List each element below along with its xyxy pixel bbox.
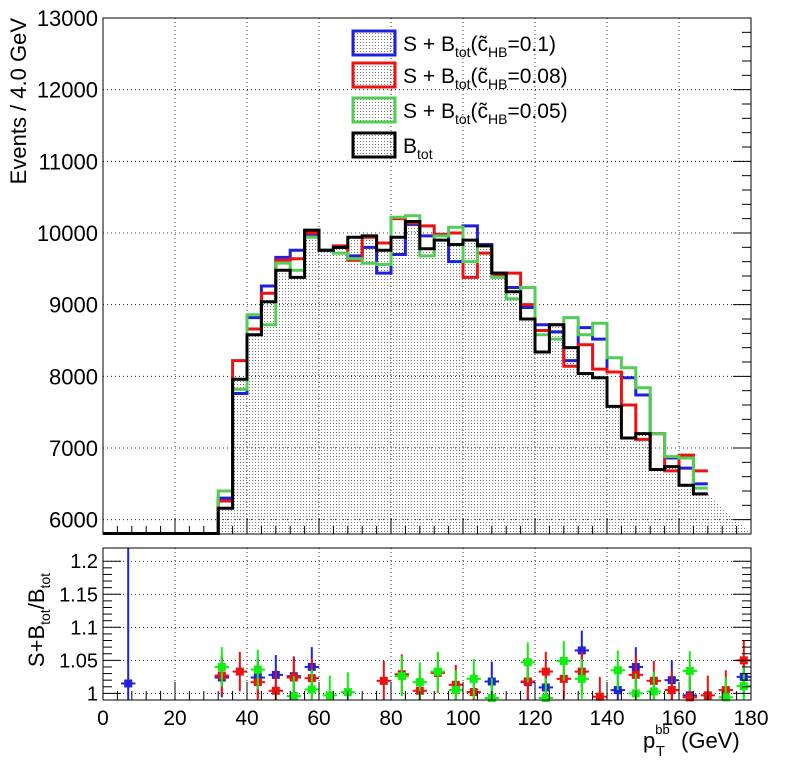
data-point	[595, 692, 604, 701]
data-point	[559, 657, 568, 666]
legend-entry-2: S + Btot(c̃HB=0.05)	[403, 100, 568, 127]
data-point	[379, 676, 388, 685]
data-point	[271, 686, 280, 695]
data-point	[685, 693, 694, 702]
y-tick-label: 1.05	[59, 650, 98, 672]
data-point	[124, 679, 133, 688]
y-tick-label: 11000	[38, 149, 98, 174]
x-tick-label: 120	[517, 707, 552, 730]
legend-entry-3: Btot	[403, 135, 433, 162]
grid-lines	[103, 548, 751, 700]
y-tick-label: 12000	[37, 78, 98, 103]
x-tick-label: 40	[235, 707, 258, 730]
data-point	[667, 686, 676, 695]
data-point	[685, 666, 694, 675]
legend-entry-1: S + Btot(c̃HB=0.08)	[403, 65, 568, 92]
x-tick-label: 60	[307, 707, 330, 730]
legend-entry-0: S + Btot(c̃HB=0.1)	[403, 33, 556, 60]
y-axis-label: Events / 4.0 GeV	[6, 18, 31, 185]
btot-fill	[103, 221, 751, 535]
x-tick-label: 180	[733, 707, 768, 730]
data-point	[577, 646, 586, 655]
data-point	[253, 665, 262, 674]
x-tick-label: 140	[589, 707, 624, 730]
data-point	[577, 674, 586, 683]
data-point	[433, 667, 442, 676]
data-point	[397, 672, 406, 681]
y-tick-label: 8000	[49, 364, 98, 389]
data-point	[289, 692, 298, 701]
x-axis-label: pbb T (GeV)	[643, 722, 740, 760]
legend-swatch-3	[351, 131, 397, 159]
data-point	[523, 658, 532, 667]
data-point	[541, 667, 550, 676]
x-tick-label: 20	[163, 707, 186, 730]
y-tick-label: 1	[87, 683, 98, 705]
data-point	[739, 682, 748, 691]
y-tick-label: 10000	[37, 221, 98, 246]
x-tick-label: 0	[97, 707, 109, 730]
legend-swatch-2	[351, 96, 397, 124]
data-point	[451, 686, 460, 695]
y-axis: 6000 7000 8000 9000 10000 11000 12000 13000	[37, 6, 751, 535]
legend: S + Btot(c̃HB=0.1) S + Btot(c̃HB=0.08) S +…	[351, 29, 568, 162]
data-point	[541, 694, 550, 703]
x-tick-label: 100	[445, 707, 480, 730]
x-tick-label: 160	[661, 707, 696, 730]
bottom-frame	[102, 547, 752, 701]
y-axis: 1 1.05 1.1 1.15 1.2	[59, 551, 751, 705]
y-tick-label: 1.2	[70, 551, 98, 573]
data-point	[325, 691, 334, 700]
y-axis-label: S+Btot/Btot	[24, 573, 53, 667]
y-tick-label: 13000	[37, 6, 98, 31]
series-line-3	[103, 220, 708, 535]
x-axis: 0 20 40 60 80 100 120 140 160 180	[97, 682, 769, 730]
x-tick-label: 80	[379, 707, 402, 730]
legend-swatch-0	[351, 29, 397, 57]
data-point	[469, 674, 478, 683]
y-tick-label: 1.15	[59, 584, 98, 606]
top-histogram-panel: 6000 7000 8000 9000 10000 11000 12000 13000Even…	[6, 6, 752, 535]
data-point	[235, 667, 244, 676]
data-point	[721, 693, 730, 702]
y-tick-label: 9000	[49, 293, 98, 318]
y-tick-label: 6000	[49, 508, 98, 533]
data-point	[649, 687, 658, 696]
y-tick-label: 7000	[49, 436, 98, 461]
data-point	[217, 662, 226, 671]
y-tick-label: 1.1	[70, 617, 98, 639]
legend-swatch-1	[351, 61, 397, 89]
data-point	[613, 666, 622, 675]
bottom-ratio-panel: 1 1.05 1.1 1.15 1.2 0 20 40 60 80 100 120 140 160 180p…	[24, 547, 769, 760]
data-point	[307, 685, 316, 694]
data-point	[415, 678, 424, 687]
